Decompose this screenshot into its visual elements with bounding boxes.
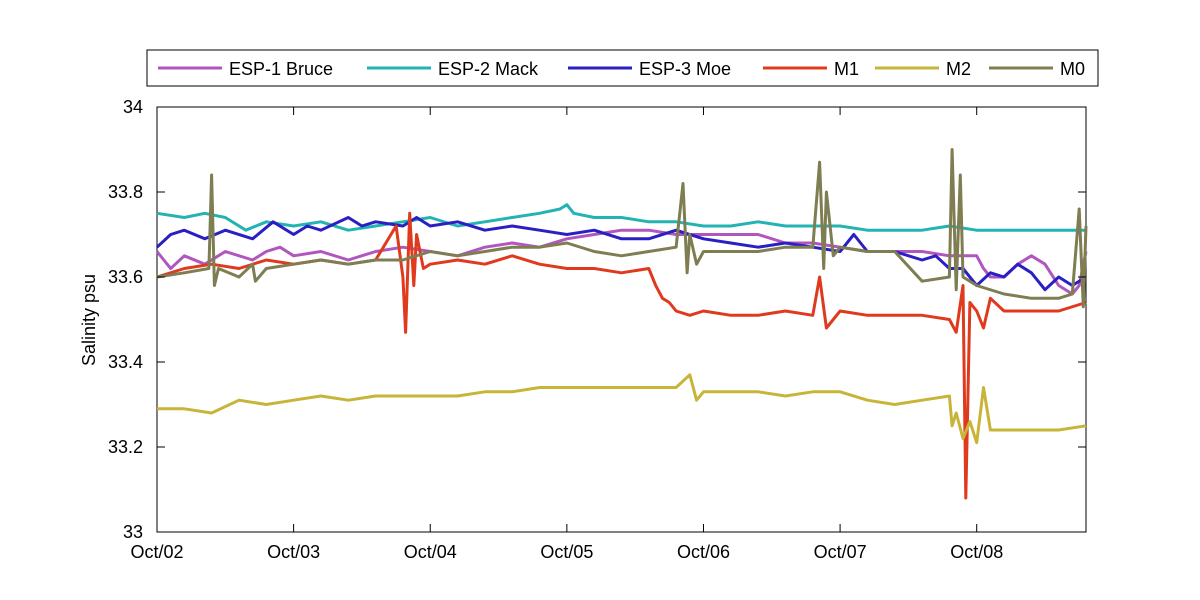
- legend-label: ESP-3 Moe: [639, 59, 731, 79]
- series-line-m0: [156, 148, 1088, 309]
- y-tick-label: 33.8: [108, 182, 143, 202]
- y-tick-label: 34: [123, 97, 143, 117]
- legend-items: ESP-1 Bruce ESP-2 Mack ESP-3 Moe M1 M2 M0: [158, 59, 1085, 79]
- axis-ticks: Oct/02 Oct/03 Oct/04 Oct/05 Oct/06 Oct/07 Oct/…: [108, 97, 1086, 562]
- y-axis-label: Salinity psu: [79, 274, 99, 366]
- y-tick-label: 33.2: [108, 437, 143, 457]
- legend-label: ESP-1 Bruce: [229, 59, 333, 79]
- x-tick-label: Oct/07: [814, 542, 867, 562]
- legend: ESP-1 Bruce ESP-2 Mack ESP-3 Moe M1 M2 M0: [146, 49, 1099, 87]
- x-tick-label: Oct/03: [267, 542, 320, 562]
- y-tick-label: 33: [123, 522, 143, 542]
- series-line-m1: [156, 211, 1087, 500]
- x-tick-label: Oct/08: [950, 542, 1003, 562]
- series-line-esp-2-mack: [156, 203, 1086, 232]
- plot-frame: [156, 106, 1087, 533]
- y-tick-label: 33.4: [108, 352, 143, 372]
- x-tick-label: Oct/04: [404, 542, 457, 562]
- x-tick-label: Oct/02: [130, 542, 183, 562]
- x-tick-label: Oct/06: [677, 542, 730, 562]
- legend-label: M1: [834, 59, 859, 79]
- legend-label: ESP-2 Mack: [438, 59, 539, 79]
- series-line-esp-1-bruce: [155, 228, 1088, 296]
- legend-label: M2: [946, 59, 971, 79]
- series-line-esp-3-moe: [155, 216, 1087, 292]
- plot-area: Oct/02 Oct/03 Oct/04 Oct/05 Oct/06 Oct/07 Oct/…: [108, 97, 1088, 562]
- y-tick-label: 33.6: [108, 267, 143, 287]
- legend-label: M0: [1060, 59, 1085, 79]
- series-group: [155, 148, 1088, 500]
- x-tick-label: Oct/05: [540, 542, 593, 562]
- series-line-m2: [157, 373, 1087, 445]
